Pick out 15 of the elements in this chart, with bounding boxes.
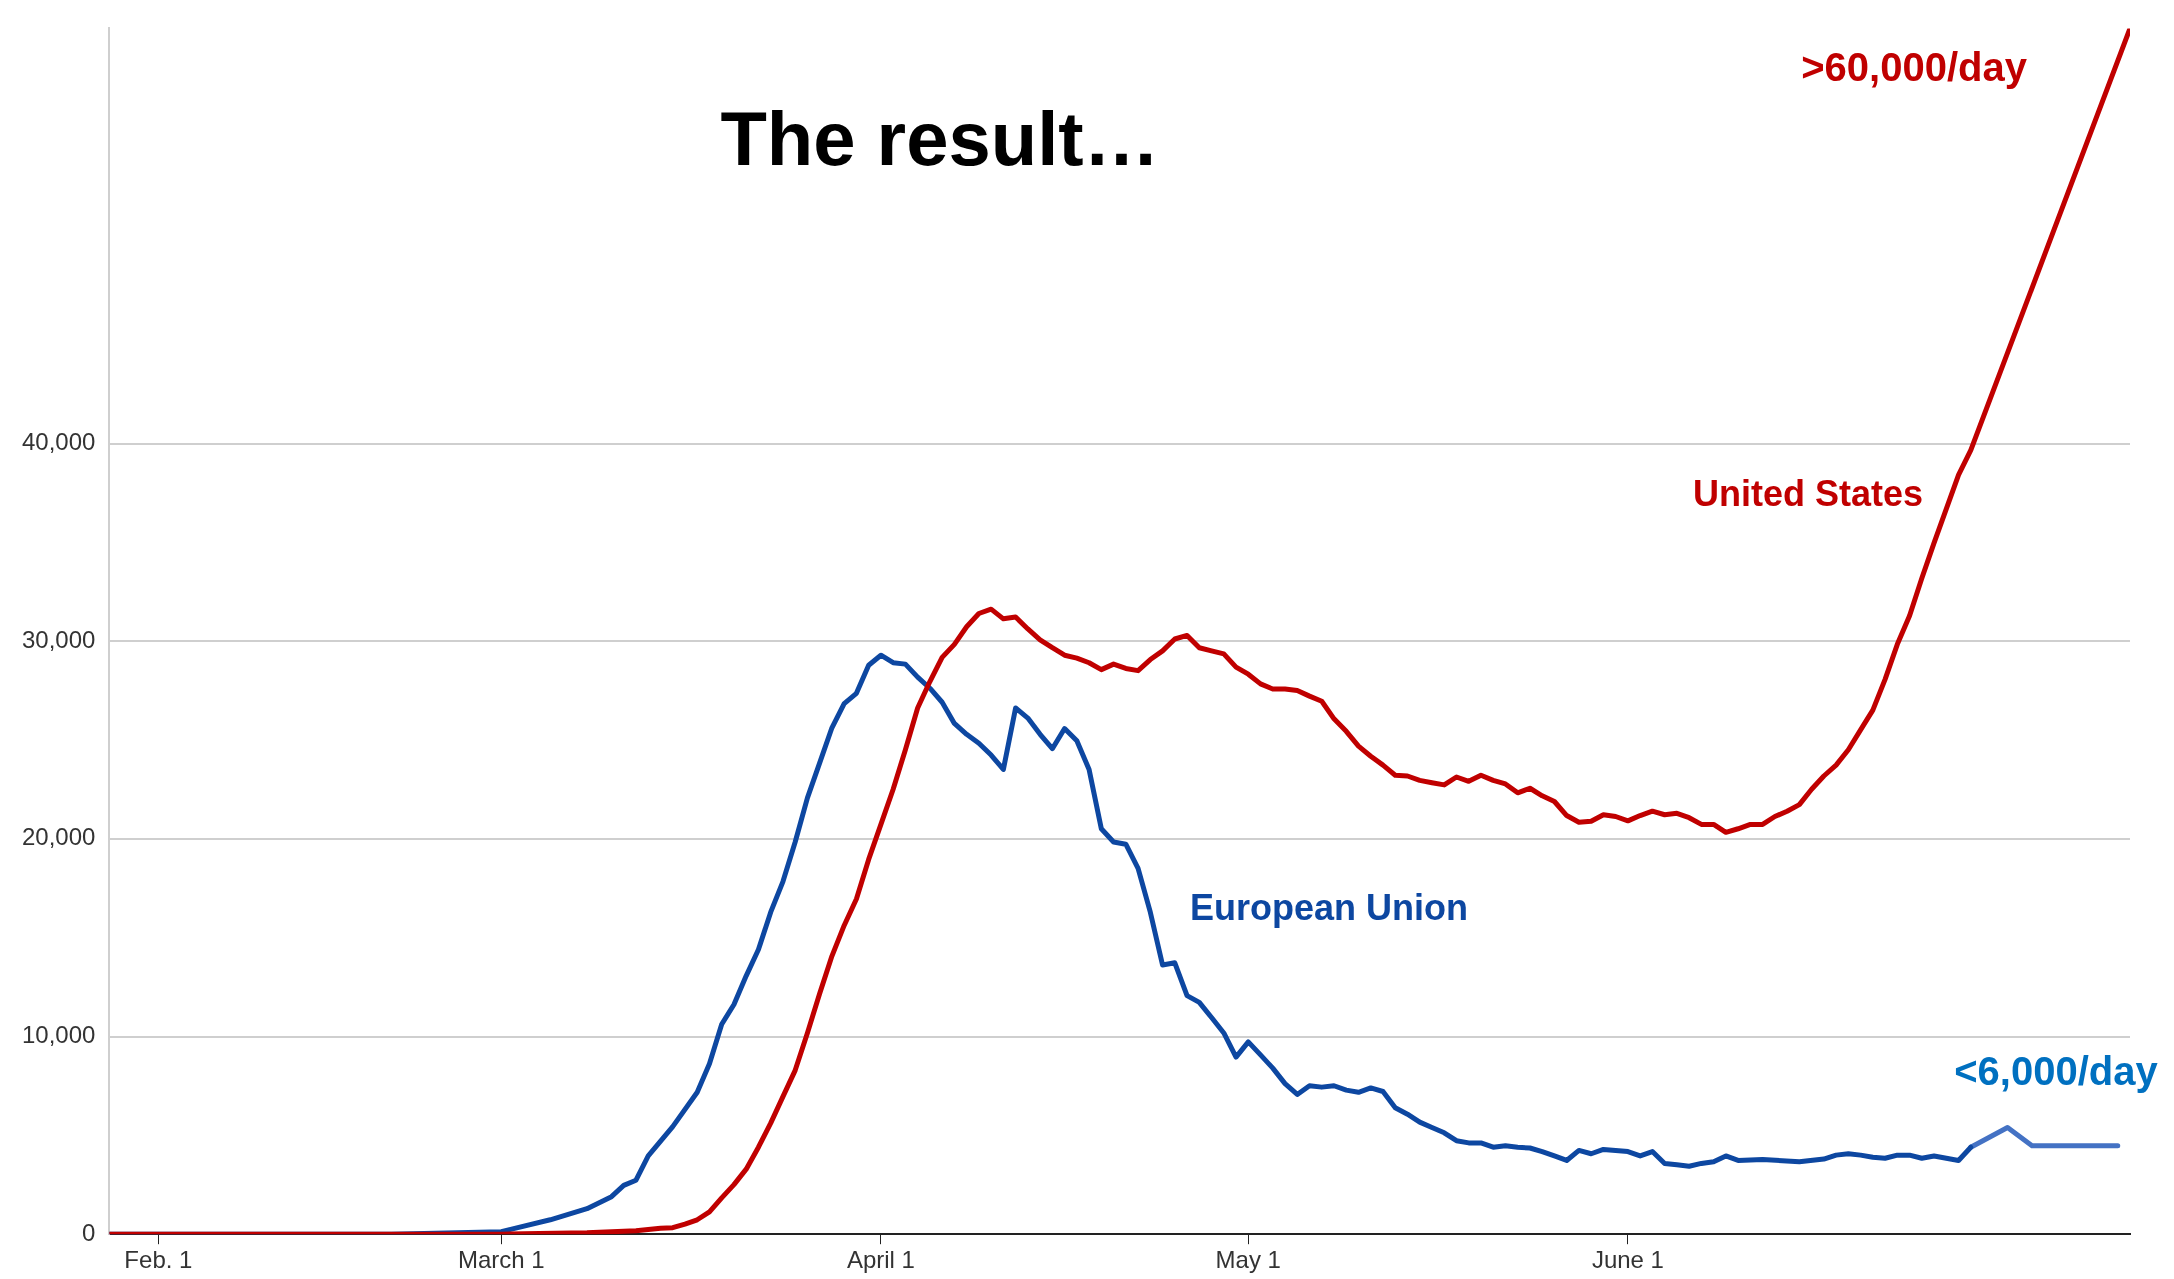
x-tick-label: April 1 [846,1246,915,1274]
y-tick-label: 10,000 [22,1021,96,1049]
y-tick-label: 20,000 [22,823,96,851]
x-tick-label: May 1 [1215,1246,1281,1274]
annotation: >60,000/day [1801,45,2028,90]
y-tick-label: 30,000 [22,625,96,653]
y-tick-label: 40,000 [22,428,96,456]
y-tick-label: 0 [82,1218,96,1246]
x-tick-label: March 1 [457,1246,545,1274]
series-label: European Union [1190,886,1468,928]
annotation: <6,000/day [1954,1048,2159,1093]
x-tick-label: Feb. 1 [124,1246,193,1274]
text: The result… [719,95,1161,182]
series-label: United States [1692,472,1923,514]
x-tick-label: June 1 [1591,1246,1664,1274]
